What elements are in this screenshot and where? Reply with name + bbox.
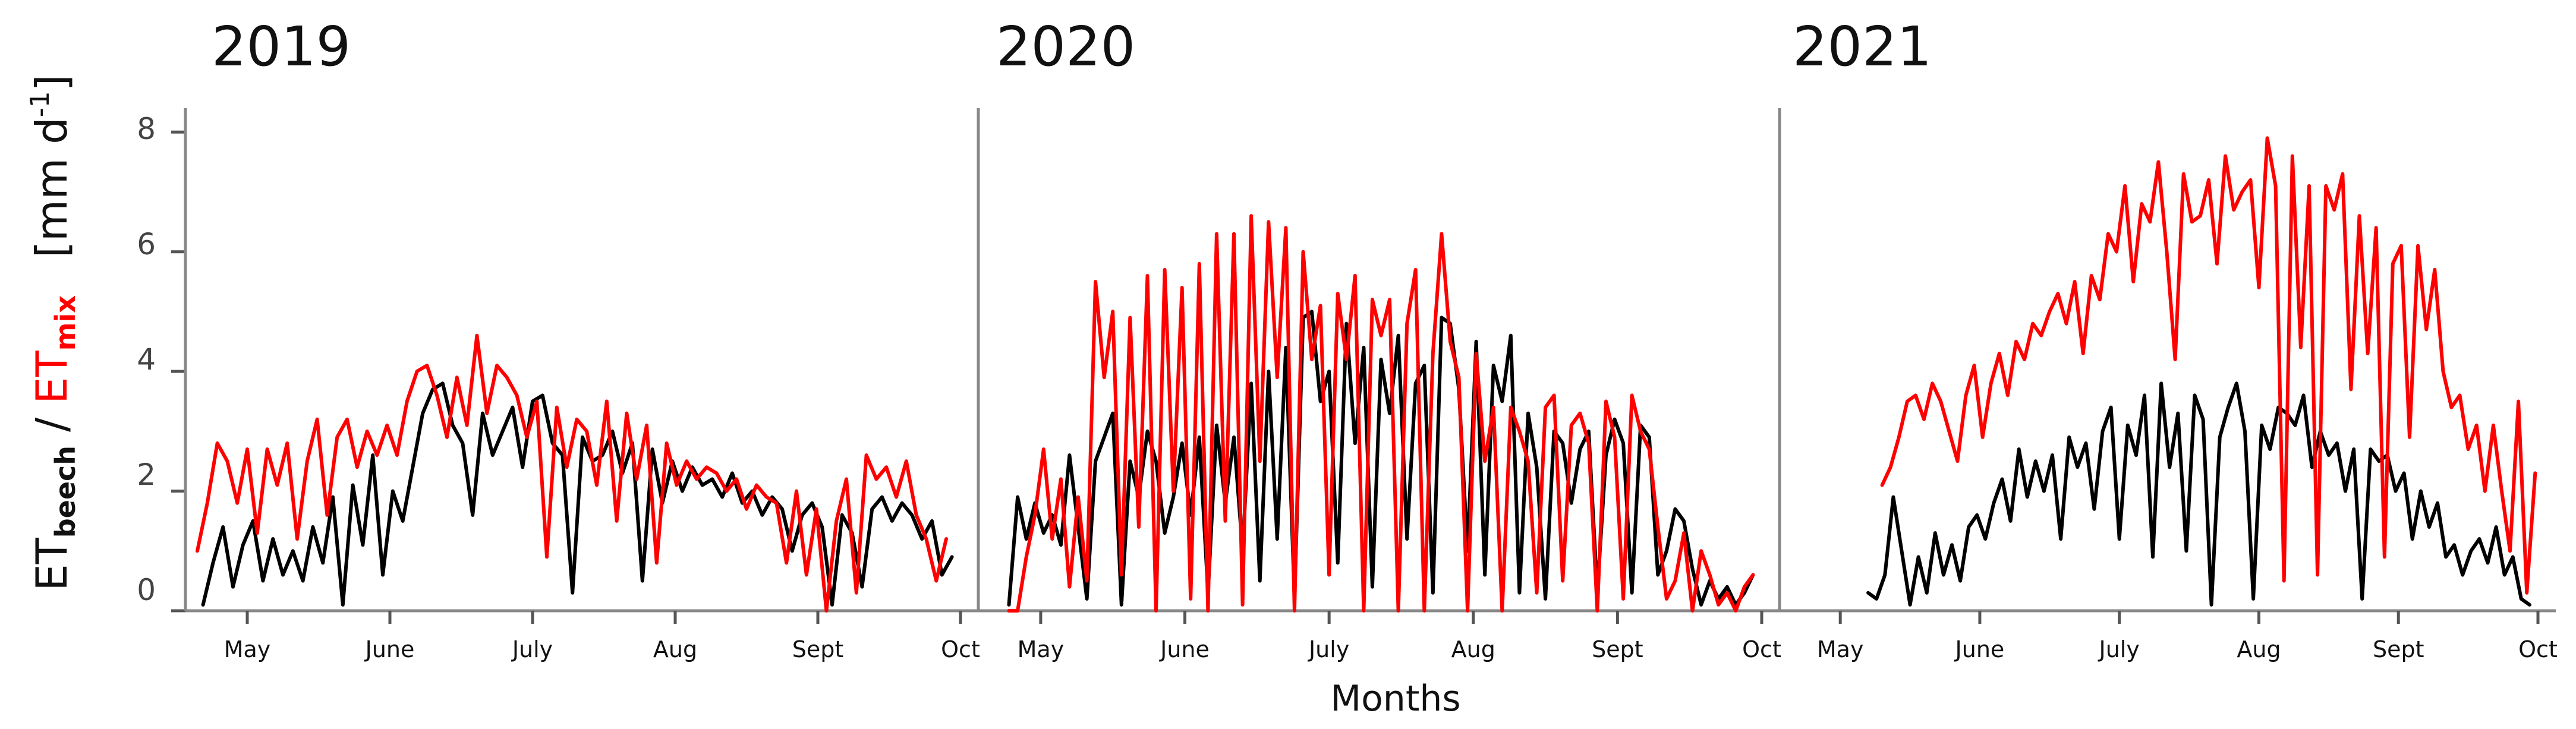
x-axis-label: Months <box>1330 678 1460 719</box>
svg-text:ETbeech / ETmix [mm d-1]: ETbeech / ETmix [mm d-1] <box>25 74 81 591</box>
x-tick-label: Aug <box>653 636 697 662</box>
y-tick-label: 2 <box>137 457 156 492</box>
x-tick-label: Sept <box>792 636 844 662</box>
ylabel-units-close: ] <box>27 74 77 91</box>
panel-title: 2021 <box>1793 15 1932 78</box>
x-tick-label: Sept <box>1592 636 1643 662</box>
x-tick-label: Oct <box>1742 636 1781 662</box>
x-tick-label: Aug <box>2237 636 2281 662</box>
x-tick-label: May <box>1817 636 1864 662</box>
x-tick-label: Aug <box>1451 636 1495 662</box>
ylabel-slash: / <box>27 404 77 446</box>
panel-2021: 2021 May June July Aug Sept Oct <box>1778 15 2558 662</box>
panel-2020: 2020 May June July Aug Sept Oct <box>977 15 1781 662</box>
x-tick-label: June <box>1954 636 2005 662</box>
y-tick-label: 6 <box>137 227 156 261</box>
ylabel-mix-subscript: mix <box>49 295 81 351</box>
series-line-mix <box>1880 136 2537 595</box>
series-line-mix <box>1007 214 1755 613</box>
x-tick-label: May <box>224 636 271 662</box>
series-line-mix <box>196 333 948 613</box>
ylabel-et-beech: ET <box>27 537 77 591</box>
x-tick-label: June <box>364 636 415 662</box>
y-axis: 8 6 4 2 0 <box>137 112 185 613</box>
panel-2019: 2019 May June July Aug Sept Oct <box>184 15 980 662</box>
y-tick-label: 4 <box>137 342 156 377</box>
x-tick-label: July <box>511 636 553 662</box>
y-tick-label: 0 <box>137 573 156 607</box>
panel-title: 2019 <box>212 15 351 78</box>
ylabel-units-superscript: -1 <box>25 91 55 117</box>
y-tick-label: 8 <box>137 112 156 146</box>
series-line-beech <box>1866 381 2531 607</box>
ylabel-units: [mm d <box>27 117 77 258</box>
ylabel-et-mix: ET <box>27 350 77 403</box>
series-line-beech <box>201 381 954 607</box>
panel-title: 2020 <box>996 15 1135 78</box>
x-tick-label: July <box>1308 636 1349 662</box>
y-axis-label: ETbeech / ETmix [mm d-1] <box>25 74 81 591</box>
ylabel-beech-subscript: beech <box>49 446 81 538</box>
x-tick-label: May <box>1018 636 1065 662</box>
x-tick-label: July <box>2098 636 2140 662</box>
x-tick-label: Sept <box>2373 636 2424 662</box>
x-tick-label: Oct <box>941 636 980 662</box>
x-tick-label: Oct <box>2518 636 2558 662</box>
x-tick-label: June <box>1159 636 1210 662</box>
series-line-beech <box>1007 310 1755 607</box>
